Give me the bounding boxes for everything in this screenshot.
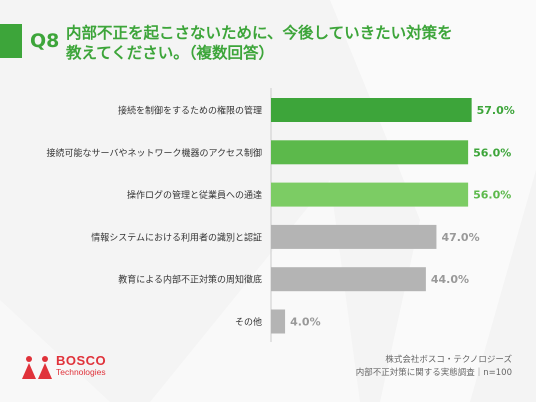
bar	[271, 224, 437, 249]
value-label: 56.0%	[473, 146, 511, 159]
value-label: 4.0%	[290, 316, 321, 329]
category-label: 情報システムにおける利用者の識別と認証	[91, 231, 262, 243]
survey-credit: 株式会社ボスコ・テクノロジーズ 内部不正対策に関する実態調査｜n=100	[356, 354, 512, 380]
value-label: 57.0%	[477, 104, 515, 117]
bar	[271, 267, 426, 292]
bar-chart: 接続を制御をするための権限の管理 57.0% 接続可能なサーバやネットワーク機器のア…	[47, 88, 515, 342]
bar	[271, 182, 469, 207]
question-badge-bar	[0, 24, 22, 58]
company-name: 株式会社ボスコ・テクノロジーズ	[385, 355, 512, 365]
value-label: 56.0%	[473, 189, 511, 202]
logo-subtitle: Technologies	[56, 367, 106, 377]
question-header: Q8 内部不正を起こさないために、今後していきたい対策を 教えてください。（複数…	[0, 20, 536, 74]
category-label: 接続可能なサーバやネットワーク機器のアクセス制御	[47, 147, 262, 159]
value-label: 47.0%	[441, 231, 479, 244]
bar	[271, 309, 286, 334]
bar	[271, 140, 469, 165]
logo-wordmark: BOSCO	[56, 353, 107, 368]
survey-description: 内部不正対策に関する実態調査｜n=100	[355, 368, 512, 378]
question-text-line1: 内部不正を起こさないために、今後していきたい対策を	[66, 24, 453, 42]
bosco-logo-icon	[22, 356, 52, 379]
category-label: 教育による内部不正対策の周知徹底	[118, 274, 262, 286]
category-label: その他	[235, 316, 262, 328]
category-label: 接続を制御をするための権限の管理	[118, 105, 262, 117]
question-text-line2: 教えてください。（複数回答）	[66, 44, 275, 62]
question-text: 内部不正を起こさないために、今後していきたい対策を 教えてください。（複数回答）	[66, 23, 506, 63]
bosco-logo: BOSCO Technologies	[20, 353, 120, 389]
value-label: 44.0%	[431, 273, 469, 286]
question-number: Q8	[30, 30, 60, 52]
category-label: 操作ログの管理と従業員への通達	[127, 189, 262, 201]
bar	[271, 98, 472, 122]
